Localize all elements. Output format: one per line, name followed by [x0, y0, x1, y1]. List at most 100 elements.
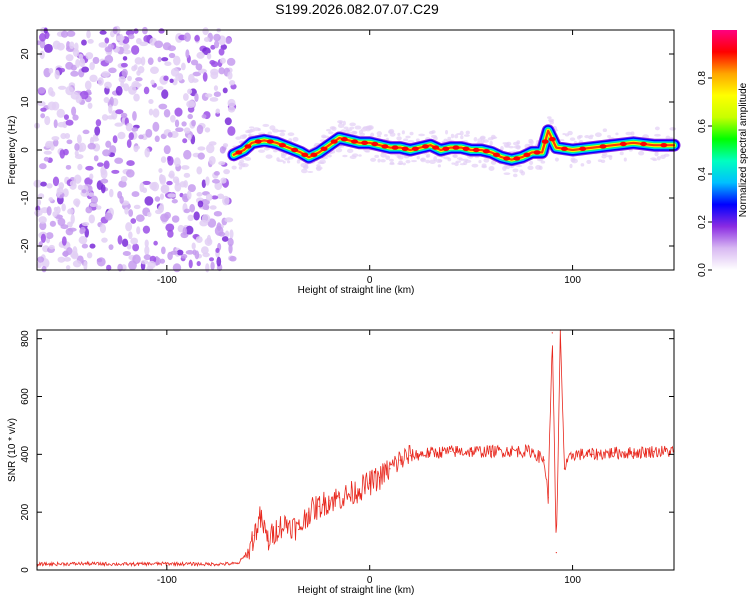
snr-y-tick-label: 0 — [20, 567, 31, 573]
spectrogram-noise-cell — [73, 174, 82, 184]
spectrogram-noise-cell — [171, 215, 180, 223]
spectrogram-noise-cell — [126, 160, 135, 167]
spectrogram-noise-cell — [216, 193, 225, 200]
spectrogram-noise-cell — [106, 264, 112, 271]
spectrogram-haze-cell — [538, 165, 543, 170]
spectrogram-haze-cell — [376, 135, 382, 138]
spectrogram-noise-cell — [202, 252, 210, 258]
spectrogram-noise-cell — [70, 70, 79, 77]
spectrogram-haze-cell — [548, 120, 554, 123]
spectrogram-x-tick-label: 100 — [564, 275, 581, 286]
snr-point — [531, 450, 533, 453]
spectrogram-y-ticks: -20 -10 0 10 20 — [20, 48, 674, 253]
spectrogram-haze-cell — [331, 126, 337, 131]
spectrogram-noise-cell — [194, 34, 200, 42]
spectrogram-noise-cell — [57, 121, 66, 128]
snr-x-tick-label: 100 — [564, 575, 581, 586]
spectrogram-noise-cell — [72, 48, 80, 57]
spectrogram-noise-cell — [153, 240, 158, 246]
spectrogram-noise-cell — [176, 249, 184, 256]
spectrogram-noise-cell — [118, 180, 127, 188]
spectrogram-noise-cell — [53, 119, 58, 129]
spectrogram-peak — [350, 139, 358, 144]
spectrogram-noise-cell — [142, 180, 151, 185]
spectrogram-noise-cell — [148, 108, 154, 116]
spectrogram-noise-cell — [40, 113, 46, 119]
spectrogram-noise-cell — [74, 150, 79, 157]
spectrogram-haze-cell — [437, 164, 441, 168]
spectrogram-noise-cell — [133, 93, 140, 102]
snr-point — [379, 476, 381, 479]
spectrogram-noise-cell — [218, 48, 225, 56]
spectrogram-noise-cell — [84, 80, 92, 90]
spectrogram-noise-cell — [200, 246, 209, 255]
spectrogram-noise-cell — [210, 68, 219, 76]
snr-point — [206, 563, 209, 565]
snr-point — [369, 482, 371, 484]
spectrogram-noise-cell — [89, 173, 94, 180]
snr-point — [328, 500, 330, 502]
spectrogram-noise-cell — [191, 119, 196, 127]
spectrogram-noise-cell — [193, 211, 200, 221]
spectrogram-noise-cell — [48, 244, 55, 250]
spectrogram-noise-cell — [185, 49, 190, 59]
spectrogram-haze-cell — [258, 149, 266, 153]
spectrogram-noise-cell — [131, 191, 140, 198]
spectrogram-noise-cell — [125, 169, 135, 178]
spectrogram-noise-cell — [117, 235, 123, 245]
spectrogram-haze-cell — [383, 134, 388, 137]
snr-point — [338, 497, 340, 499]
spectrogram-noise-cell — [104, 37, 110, 44]
spectrogram-noise-cell — [216, 256, 222, 267]
spectrogram-haze-cell — [459, 163, 466, 166]
spectrogram-peak — [266, 139, 274, 144]
spectrogram-haze-cell — [431, 130, 436, 134]
spectrogram-noise-cell — [189, 204, 196, 213]
spectrogram-noise-cell — [125, 222, 133, 232]
spectrogram-haze-cell — [443, 138, 448, 142]
spectrogram-noise-cell — [63, 114, 69, 121]
snr-point — [253, 534, 255, 536]
spectrogram-haze-cell — [235, 136, 242, 140]
spectrogram-haze-cell — [409, 131, 414, 136]
spectrogram-noise-cell — [95, 119, 102, 127]
spectrogram-noise-cell — [119, 195, 124, 204]
spectrogram-noise-cell — [169, 78, 174, 84]
spectrogram-haze-cell — [512, 141, 520, 146]
spectrogram-noise-cell — [39, 39, 46, 49]
spectrogram-noise-cell — [59, 68, 66, 73]
snr-y-tick-label: 400 — [20, 446, 31, 463]
spectrogram-noise-cell — [78, 53, 84, 60]
spectrogram-noise-cell — [120, 175, 128, 183]
spectrogram-noise-cell — [130, 218, 137, 224]
snr-point — [125, 563, 127, 565]
figure-title: S199.2026.082.07.07.C29 — [275, 1, 439, 17]
spectrogram-noise-cell — [66, 139, 73, 145]
spectrogram-haze-cell — [365, 150, 370, 153]
spectrogram-noise-cell — [99, 223, 106, 234]
spectrogram-noise-cell — [135, 214, 145, 222]
spectrogram-noise-cell — [161, 89, 169, 99]
spectrogram-haze-cell — [405, 159, 411, 164]
spectrogram-noise-cell — [89, 61, 95, 71]
spectrogram-noise-cell — [143, 35, 151, 43]
spectrogram-haze-cell — [454, 161, 459, 167]
spectrogram-noise-cell — [224, 217, 234, 223]
snr-point — [450, 450, 452, 453]
spectrogram-noise-cell — [142, 225, 151, 234]
spectrogram-peak — [503, 156, 511, 161]
spectrogram-noise-cell — [41, 265, 47, 273]
spectrogram-noise-cell — [195, 63, 203, 71]
spectrogram-noise-cell — [66, 221, 73, 228]
spectrogram-noise-cell — [85, 165, 94, 171]
spectrogram-noise-cell — [209, 97, 219, 102]
snr-point — [470, 450, 472, 453]
spectrogram-haze-cell — [389, 162, 395, 166]
spectrogram-noise-cell — [158, 28, 165, 34]
spectrogram-noise-cell — [75, 59, 81, 68]
spectrogram-noise-cell — [39, 221, 47, 231]
spectrogram-haze-cell — [359, 132, 365, 137]
spectrogram-haze-cell — [380, 152, 387, 158]
spectrogram-noise-cell — [131, 45, 140, 55]
spectrogram-haze-cell — [402, 162, 406, 166]
